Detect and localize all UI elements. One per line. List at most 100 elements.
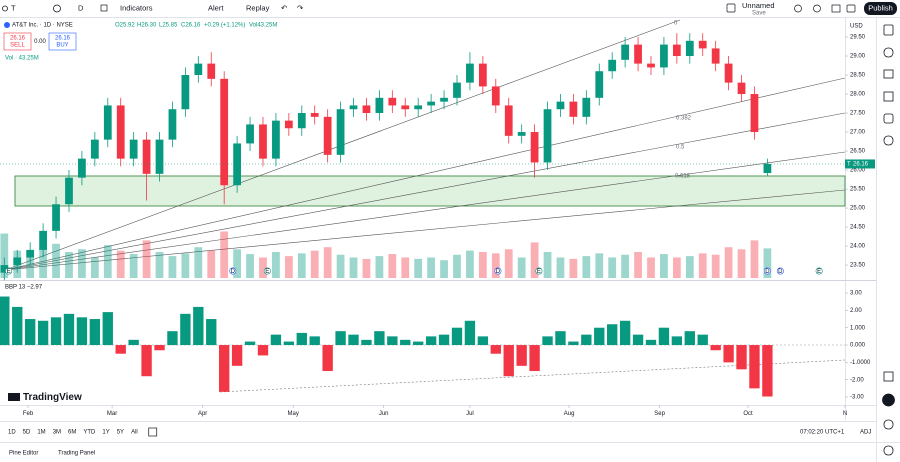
layers-button[interactable] [883, 69, 894, 79]
snapshot-button[interactable] [846, 4, 856, 13]
interval[interactable]: D [78, 3, 84, 12]
layout-name[interactable]: Unnamed [742, 1, 775, 10]
sell-price[interactable]: 26.16 [10, 36, 26, 42]
buy-label[interactable]: BUY [56, 43, 68, 49]
period-button[interactable]: 1D [8, 430, 16, 436]
search-button[interactable] [794, 4, 802, 13]
calendar-button[interactable] [883, 371, 894, 382]
bbp-bar [296, 332, 307, 346]
x-tick-label: N [843, 411, 847, 417]
volume-bar [672, 257, 681, 278]
sell-label[interactable]: SELL [10, 43, 25, 49]
search-icon[interactable] [2, 5, 8, 12]
bbp-bar [63, 313, 75, 346]
chat-button[interactable] [883, 113, 894, 124]
compare-button[interactable] [53, 4, 61, 13]
volume-bar [65, 252, 73, 278]
period-button[interactable]: 1Y [102, 430, 109, 436]
bbp-bar [50, 317, 62, 346]
bbp-bar [257, 345, 269, 356]
volume-bar [155, 252, 164, 278]
buy-button[interactable] [48, 32, 77, 51]
event-label[interactable]: D [765, 269, 770, 275]
volume-bar [142, 240, 151, 278]
candle-body [0, 265, 9, 273]
event-marker[interactable] [263, 267, 271, 275]
bbp-bar [154, 345, 165, 351]
settings-button[interactable] [813, 4, 821, 13]
x-tick-label: Oct [743, 411, 753, 417]
adj-button[interactable]: ADJ [860, 430, 871, 436]
period-button[interactable]: All [131, 430, 138, 436]
period-button[interactable]: 5Y [117, 430, 124, 436]
bbp-bar [490, 345, 501, 354]
bbp-bar [451, 327, 463, 346]
signal-button[interactable] [883, 419, 894, 430]
redo-button[interactable]: ↷ [297, 3, 304, 12]
watchlist-button[interactable] [883, 24, 894, 36]
volume-bar [401, 257, 410, 278]
bbp-bar [361, 339, 372, 346]
volume-bar [39, 247, 47, 278]
event-marker[interactable] [776, 267, 784, 275]
event-marker[interactable] [229, 267, 237, 275]
sell-button[interactable] [3, 32, 32, 51]
period-button[interactable]: YTD [83, 430, 96, 436]
calendar-button[interactable] [883, 91, 894, 102]
help-button[interactable] [883, 445, 894, 456]
legend-high: H26.30 [137, 23, 157, 29]
indicators-button[interactable]: Indicators [120, 3, 153, 12]
trend-line [4, 77, 846, 271]
event-marker[interactable] [5, 267, 13, 275]
event-marker[interactable] [535, 267, 543, 275]
bbp-bar [348, 334, 359, 346]
undo-button[interactable]: ↶ [281, 3, 287, 12]
x-tick-label: Aug [564, 411, 575, 417]
date-range-button[interactable] [148, 427, 158, 437]
period-button[interactable]: 1M [37, 430, 45, 436]
replay-button[interactable]: Replay [246, 3, 270, 12]
event-label[interactable]: D [778, 269, 783, 275]
bbp-bar [193, 306, 204, 346]
symbol[interactable]: T [11, 3, 16, 12]
apps-button[interactable] [882, 393, 895, 407]
volume-bar [414, 258, 423, 278]
volume-bar [530, 242, 539, 278]
event-marker[interactable] [763, 267, 771, 275]
bbp-bar [594, 327, 605, 346]
bbp-bar [762, 345, 773, 397]
fullscreen-button[interactable] [831, 4, 841, 13]
pine-editor-tab[interactable]: Pine Editor [9, 451, 38, 457]
candle-body [647, 63, 655, 68]
event-label[interactable]: D [496, 269, 501, 275]
trading-panel-tab[interactable]: Trading Panel [58, 451, 95, 457]
publish-label[interactable]: Publish [868, 3, 893, 12]
publish-button[interactable] [864, 2, 897, 15]
candle-body [569, 101, 578, 117]
period-button[interactable]: 3M [53, 430, 61, 436]
event-label[interactable]: D [231, 269, 236, 275]
period-button[interactable]: 5D [23, 430, 31, 436]
candle-body [272, 120, 280, 159]
alerts-button[interactable] [883, 47, 894, 58]
buy-price[interactable]: 26.16 [55, 36, 71, 42]
volume-bar [504, 249, 513, 278]
event-label[interactable]: E [537, 269, 541, 275]
candle-body [711, 48, 720, 64]
event-label[interactable]: E [7, 269, 11, 275]
volume-bar [297, 253, 306, 278]
y-tick-label: 26.50 [850, 149, 866, 155]
layout-icon[interactable] [726, 3, 736, 13]
event-marker[interactable] [815, 267, 823, 275]
period-button[interactable]: 6M [68, 430, 76, 436]
event-label[interactable]: E [265, 269, 269, 275]
ideas-button[interactable] [883, 135, 894, 146]
event-marker[interactable] [494, 267, 502, 275]
alert-button[interactable]: Alert [208, 3, 224, 12]
volume-bar [103, 245, 112, 278]
candle-body [608, 59, 617, 72]
volume-bar [388, 254, 397, 278]
trend-line [4, 112, 846, 271]
chart-type-icon[interactable] [100, 4, 108, 12]
event-label[interactable]: E [817, 269, 821, 275]
